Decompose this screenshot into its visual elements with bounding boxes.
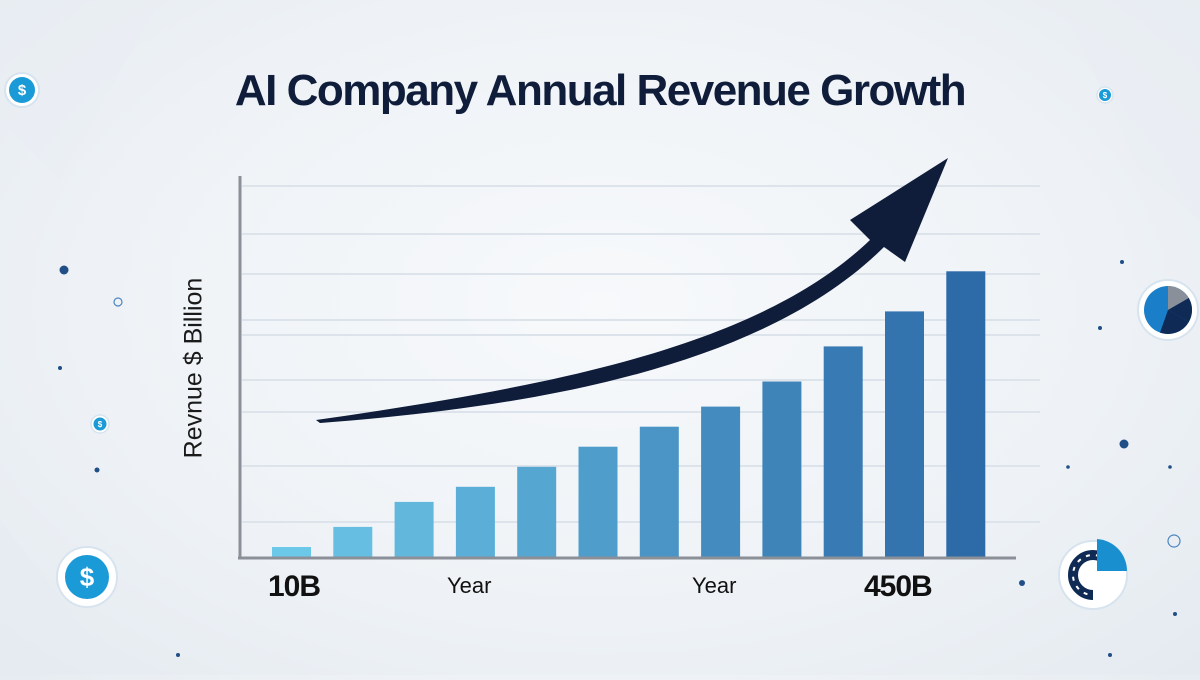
y-axis-label: Revnue $ Billion: [179, 277, 208, 459]
bar-2: [333, 526, 373, 557]
axes: [238, 176, 1016, 560]
x-axis-label-start: 10B: [268, 570, 321, 603]
bar-7: [639, 426, 679, 557]
decorative-dots: [58, 260, 1181, 657]
bar-3: [394, 501, 434, 557]
donut-chart-icon: [1058, 539, 1128, 610]
svg-text:$: $: [18, 82, 27, 99]
pie-chart-icon: [1137, 279, 1199, 341]
x-axis-label-end: 450B: [864, 570, 933, 603]
bar-9: [762, 381, 802, 557]
trend-arrow-body: [316, 158, 948, 423]
bar-series: [272, 271, 986, 558]
trend-arrow: [316, 158, 948, 423]
dollar-coin-icon: $: [90, 414, 110, 434]
bar-1: [272, 547, 311, 557]
bar-4: [455, 486, 495, 557]
dollar-coin-icon: $: [56, 546, 118, 608]
bar-11: [885, 311, 924, 557]
svg-text:$: $: [80, 562, 95, 592]
bar-6: [578, 446, 618, 557]
bar-5: [517, 466, 557, 557]
bar-8: [701, 406, 741, 557]
x-axis-label-year-2: Year: [692, 573, 737, 598]
chart-title: AI Company Annual Revenue Growth: [234, 66, 967, 115]
bar-10: [823, 346, 863, 557]
x-axis-label-year-1: Year: [447, 573, 492, 598]
dollar-coin-icon: $: [1096, 86, 1114, 104]
bar-12: [946, 271, 986, 558]
dollar-coin-icon: $: [4, 72, 40, 108]
svg-text:$: $: [98, 420, 103, 429]
svg-text:$: $: [1103, 91, 1108, 100]
